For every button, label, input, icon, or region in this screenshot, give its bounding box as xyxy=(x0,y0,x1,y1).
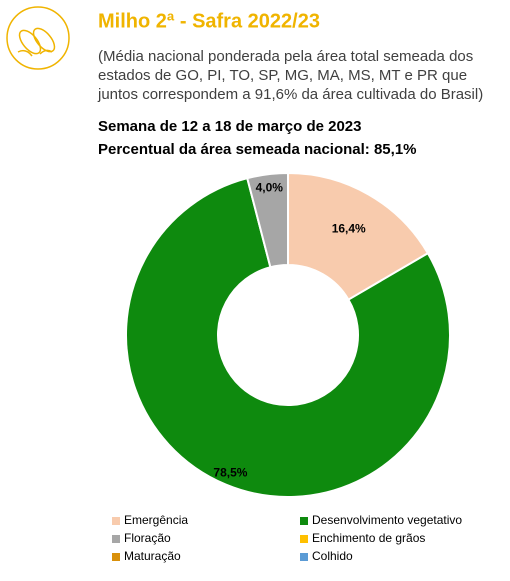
legend-label: Floração xyxy=(124,531,171,545)
data-label: 4,0% xyxy=(256,180,284,194)
donut-slice xyxy=(287,171,430,302)
legend-swatch xyxy=(112,517,120,525)
legend-swatch xyxy=(112,535,120,543)
subtitle: estados de GO, PI, TO, SP, MG, MA, MS, M… xyxy=(98,67,467,84)
legend-label: Desenvolvimento vegetativo xyxy=(312,513,462,527)
subtitle: juntos correspondem a 91,6% da área cult… xyxy=(97,86,483,103)
legend-swatch xyxy=(300,553,308,561)
data-label: 78,5% xyxy=(213,466,247,480)
legend-label: Enchimento de grãos xyxy=(312,531,425,545)
annotation: Semana de 12 a 18 de março de 2023 xyxy=(98,118,362,135)
corn-icon xyxy=(6,6,70,70)
annotation: Percentual da área semeada nacional: 85,… xyxy=(98,141,417,158)
data-label: 16,4% xyxy=(332,221,366,235)
legend-label: Maturação xyxy=(124,549,181,563)
chart-title: Milho 2ª - Safra 2022/23 xyxy=(98,10,320,32)
subtitle: (Média nacional ponderada pela área tota… xyxy=(98,48,473,65)
legend-swatch xyxy=(300,517,308,525)
legend-label: Colhido xyxy=(312,549,353,563)
legend-swatch xyxy=(300,535,308,543)
donut-slice xyxy=(125,176,451,498)
donut-slice xyxy=(246,171,289,269)
legend-label: Emergência xyxy=(124,513,188,527)
legend-swatch xyxy=(112,553,120,561)
